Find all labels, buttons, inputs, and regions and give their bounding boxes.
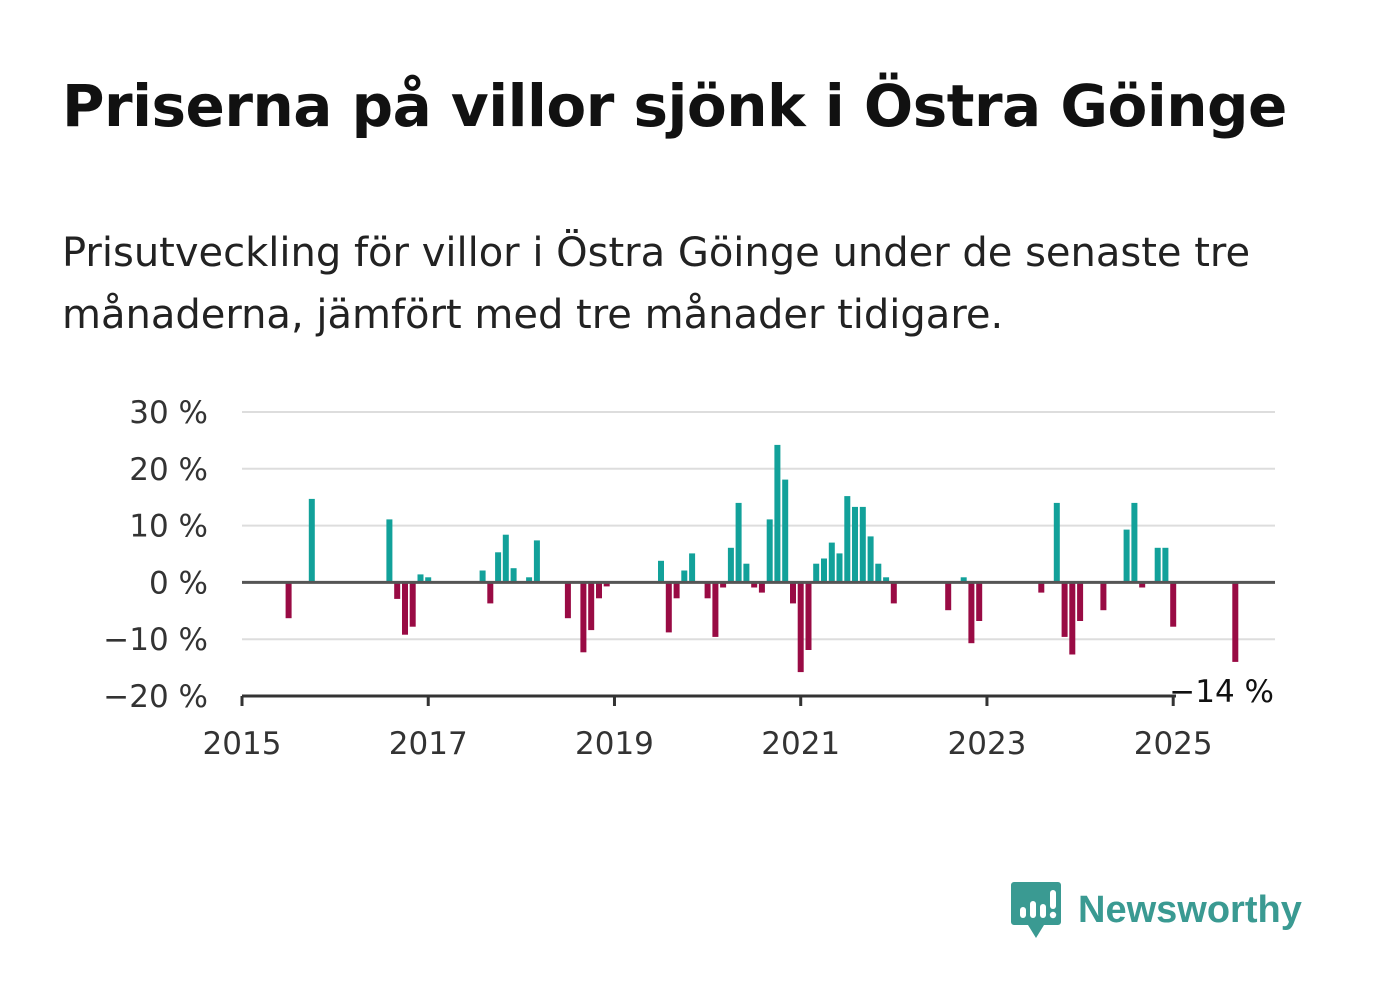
bar (828, 542, 835, 583)
x-tick-label: 2025 (1134, 726, 1213, 762)
bar (704, 582, 711, 599)
bar (1123, 529, 1130, 583)
bar (821, 558, 827, 583)
bar (533, 540, 540, 583)
bar (1061, 582, 1068, 637)
bar (867, 536, 874, 583)
bar (813, 563, 820, 583)
bar (603, 582, 610, 587)
x-tick-label: 2021 (761, 726, 840, 762)
bar (766, 519, 773, 583)
x-tick-label: 2015 (203, 726, 282, 762)
y-gridlines (242, 411, 1275, 641)
y-tick-label: 30 % (129, 395, 208, 431)
y-tick-label: 10 % (129, 509, 208, 545)
bar (852, 506, 858, 583)
bar (1232, 582, 1239, 662)
bar (790, 582, 796, 604)
y-tick-label: 0 % (149, 565, 208, 601)
x-tick-label: 2019 (575, 726, 654, 762)
bar (1170, 582, 1177, 627)
bar (596, 582, 602, 599)
bar (836, 553, 843, 583)
bar (409, 582, 416, 627)
bar (758, 582, 765, 593)
bar (425, 577, 432, 583)
bar (890, 582, 897, 604)
chart-subtitle: Prisutveckling för villor i Östra Göinge… (62, 230, 1251, 338)
bar (1139, 582, 1146, 588)
bar (526, 577, 533, 583)
bar (875, 563, 882, 583)
x-tick-label: 2023 (948, 726, 1027, 762)
bar (1100, 582, 1107, 611)
newsworthy-logo: Newsworthy (1010, 880, 1302, 940)
bar (1162, 547, 1169, 583)
bar (774, 444, 781, 583)
bar (883, 577, 890, 583)
bar (1038, 582, 1045, 593)
bar (689, 553, 696, 583)
bar (727, 547, 734, 583)
chart-title: Priserna på villor sjönk i Östra Göinge (62, 72, 1287, 140)
bar (580, 582, 587, 653)
bar (720, 582, 727, 588)
bar (735, 502, 742, 583)
bars (285, 444, 1239, 673)
bar (402, 582, 408, 635)
bar (479, 570, 486, 583)
bar (285, 582, 292, 619)
bar (976, 582, 983, 621)
bar (564, 582, 571, 619)
bar (681, 570, 688, 583)
bar (658, 560, 664, 583)
bar (805, 582, 812, 650)
bar (797, 582, 804, 673)
bar (308, 498, 315, 583)
x-tick-label: 2017 (389, 726, 468, 762)
bar (588, 582, 595, 631)
axes (240, 580, 1275, 706)
bar (1154, 547, 1161, 583)
last-value-label: −14 % (1169, 674, 1274, 710)
bar (751, 582, 758, 588)
bar (394, 582, 401, 599)
bar (960, 577, 967, 583)
bar (968, 582, 975, 644)
y-tick-label: −10 % (103, 622, 208, 658)
bar (673, 582, 680, 599)
bar (1053, 502, 1060, 583)
bar (782, 479, 789, 583)
brand-name: Newsworthy (1078, 888, 1302, 931)
logo-icon (1011, 882, 1061, 938)
bar (417, 574, 424, 583)
bar (510, 568, 517, 583)
bar (712, 582, 719, 637)
bar (665, 582, 672, 633)
bar (386, 519, 393, 583)
y-tick-label: −20 % (103, 679, 208, 715)
bar (859, 506, 866, 583)
bar (844, 496, 851, 583)
bar (743, 563, 750, 583)
bar (487, 582, 494, 604)
bar (495, 552, 502, 583)
bar-chart: 30 % 20 % 10 % 0 % −10 % −20 % 2015 2017 2019 202… (103, 395, 1275, 762)
bar (1131, 502, 1138, 583)
bar (1077, 582, 1084, 621)
bar (502, 534, 509, 583)
bar (945, 582, 952, 611)
bar (1069, 582, 1076, 655)
labels: 30 % 20 % 10 % 0 % −10 % −20 % 2015 2017 2019 202… (103, 395, 1274, 762)
y-tick-label: 20 % (129, 452, 208, 488)
